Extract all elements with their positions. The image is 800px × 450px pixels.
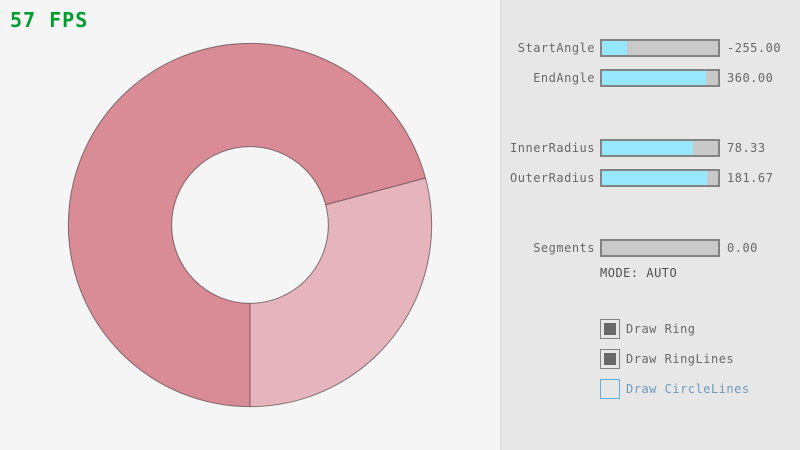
end-angle-slider[interactable] (600, 69, 720, 87)
ring-inner-line (171, 146, 329, 304)
start-angle-slider-fill (602, 41, 628, 55)
ring-drawing-canvas (67, 42, 433, 408)
ring-outer-line (67, 42, 433, 408)
segments-row: Segments 0.00 (0, 239, 800, 257)
draw-ring-checkbox[interactable] (600, 319, 620, 339)
start-angle-row: StartAngle -255.00 (0, 39, 800, 57)
inner-radius-value: 78.33 (727, 141, 766, 155)
end-angle-slider-fill (602, 71, 707, 85)
end-angle-label: EndAngle (533, 71, 595, 85)
segments-mode-label: MODE: AUTO (600, 266, 678, 280)
fps-counter: 57 FPS (10, 8, 89, 32)
segments-label: Segments (533, 241, 595, 255)
end-angle-row: EndAngle 360.00 (0, 69, 800, 87)
outer-radius-slider[interactable] (600, 169, 720, 187)
inner-radius-row: InnerRadius 78.33 (0, 139, 800, 157)
inner-radius-label: InnerRadius (510, 141, 595, 155)
outer-radius-slider-fill (602, 171, 708, 185)
start-angle-value: -255.00 (727, 41, 782, 55)
segments-value: 0.00 (727, 241, 758, 255)
draw-circlelines-checkbox[interactable] (600, 379, 620, 399)
inner-radius-slider-fill (602, 141, 693, 155)
outer-radius-row: OuterRadius 181.67 (0, 169, 800, 187)
segments-slider[interactable] (600, 239, 720, 257)
check-mark-icon (604, 353, 616, 365)
outer-radius-value: 181.67 (727, 171, 774, 185)
draw-ring-label: Draw Ring (626, 322, 696, 336)
check-mark-icon (604, 323, 616, 335)
ring-single-region (250, 177, 432, 407)
ring-end-angle-line (325, 177, 426, 206)
draw-ringlines-label: Draw RingLines (626, 352, 735, 366)
start-angle-slider[interactable] (600, 39, 720, 57)
inner-radius-slider[interactable] (600, 139, 720, 157)
draw-ringlines-checkbox[interactable] (600, 349, 620, 369)
start-angle-label: StartAngle (517, 41, 595, 55)
outer-radius-label: OuterRadius (510, 171, 595, 185)
end-angle-value: 360.00 (727, 71, 774, 85)
draw-circlelines-label: Draw CircleLines (626, 382, 750, 396)
